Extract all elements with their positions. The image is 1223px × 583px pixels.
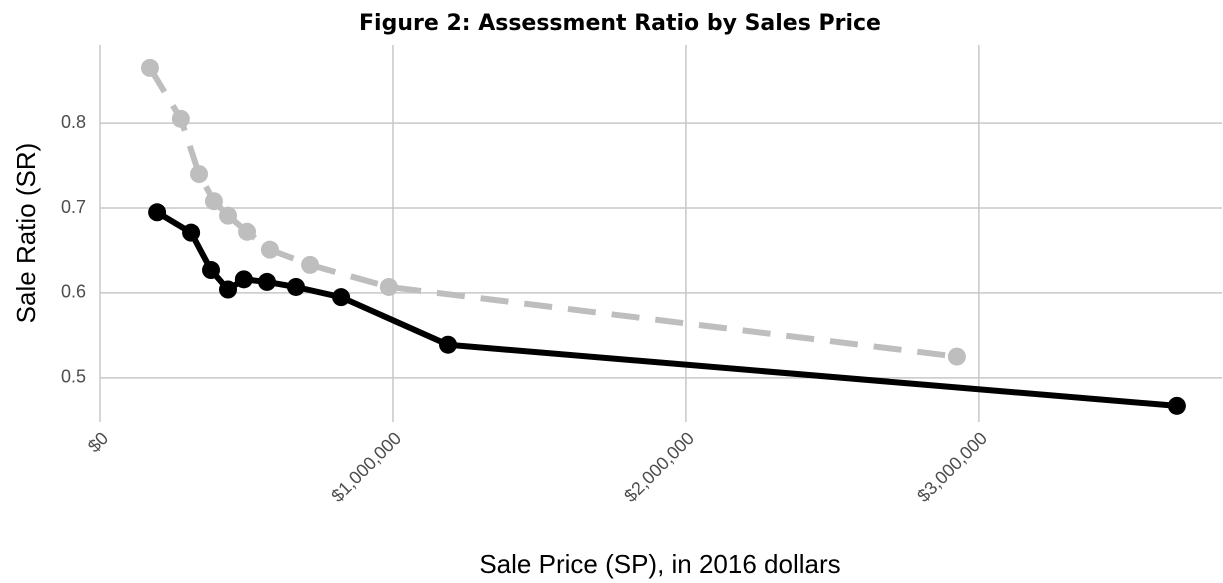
data-point: [148, 203, 167, 222]
data-point: [202, 261, 221, 280]
data-point: [234, 270, 253, 289]
series-line: [155, 209, 1178, 409]
x-tick-label: $1,000,000: [327, 428, 405, 506]
data-point: [1167, 396, 1186, 415]
data-point: [219, 206, 238, 225]
data-point: [301, 255, 320, 274]
data-point: [260, 240, 279, 259]
data-point: [190, 165, 209, 184]
data-point: [219, 280, 238, 299]
chart-title: Figure 2: Assessment Ratio by Sales Pric…: [359, 11, 881, 36]
data-point: [286, 277, 305, 296]
x-axis-title: Sale Price (SP), in 2016 dollars: [479, 549, 840, 579]
x-tick-label: $3,000,000: [913, 428, 991, 506]
y-tick-label: 0.7: [61, 197, 86, 217]
y-tick-label: 0.8: [61, 112, 86, 132]
x-tick-label: $0: [84, 428, 112, 456]
data-point: [379, 277, 398, 296]
data-point: [947, 347, 966, 366]
data-point: [171, 109, 190, 128]
y-tick-label: 0.6: [61, 282, 86, 302]
y-axis-title: Sale Ratio (SR): [11, 143, 41, 324]
data-point: [439, 335, 458, 354]
x-tick-label: $2,000,000: [620, 428, 698, 506]
series-line: [147, 66, 958, 360]
data-point: [257, 272, 276, 291]
data-point: [140, 58, 159, 77]
data-point: [332, 288, 351, 307]
data-point: [204, 192, 223, 211]
data-point: [182, 223, 201, 242]
data-point: [238, 222, 257, 241]
y-tick-label: 0.5: [61, 367, 86, 387]
